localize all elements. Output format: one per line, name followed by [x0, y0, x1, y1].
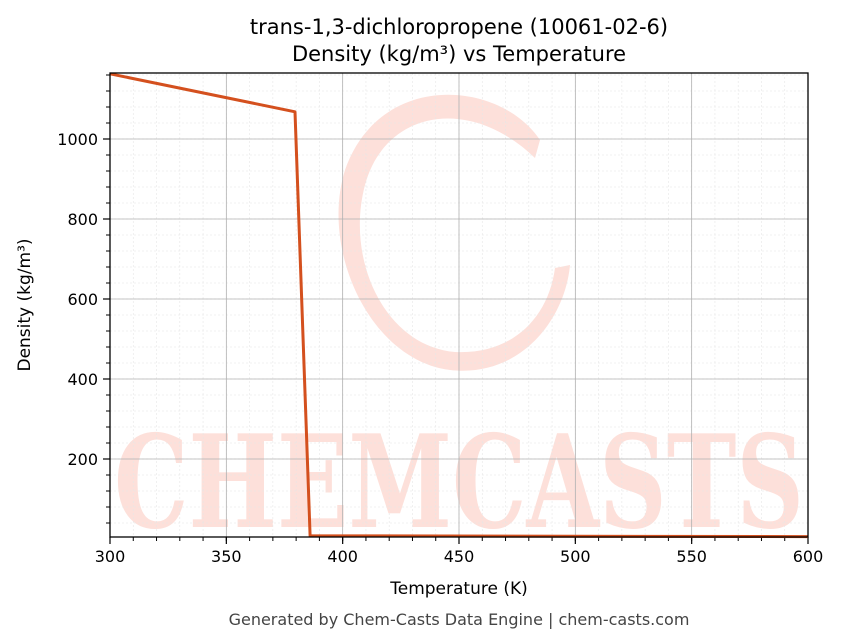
x-tick-label: 550 [676, 547, 707, 566]
watermark-swirl [338, 94, 570, 371]
plot-frame [109, 72, 809, 538]
y-tick-label: 1000 [57, 130, 98, 149]
density-line [109, 72, 809, 539]
y-tick-label: 800 [67, 210, 98, 229]
y-tick-label: 600 [67, 290, 98, 309]
x-tick-label: 300 [95, 547, 126, 566]
x-tick-label: 600 [793, 547, 824, 566]
y-tick-label: 400 [67, 370, 98, 389]
series-layer [109, 72, 809, 539]
y-axis-label: Density (kg/m³) [15, 238, 35, 371]
x-tick-label: 450 [444, 547, 475, 566]
x-axis-label: Temperature (K) [389, 579, 528, 599]
x-tick-label: 500 [560, 547, 591, 566]
footer-credit: Generated by Chem-Casts Data Engine | ch… [229, 610, 690, 629]
chart-title-line1: trans-1,3-dichloropropene (10061-02-6) [250, 15, 668, 39]
y-tick-label: 200 [67, 450, 98, 469]
axis-ticks: 300 350 400 450 500 550 600 200 400 600 800 1000 [57, 74, 824, 566]
x-tick-label: 350 [211, 547, 242, 566]
x-tick-label: 400 [327, 547, 358, 566]
chart-title-line2: Density (kg/m³) vs Temperature [292, 42, 626, 66]
